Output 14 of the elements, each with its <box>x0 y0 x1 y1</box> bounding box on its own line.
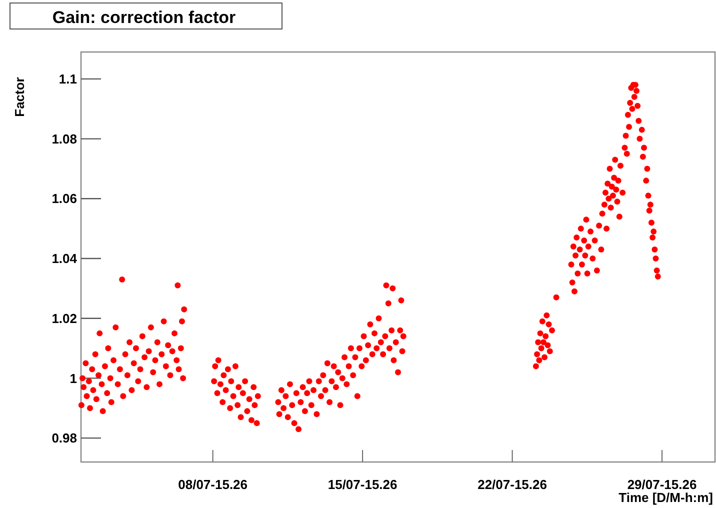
x-tick-label: 29/07-15.26 <box>627 477 697 492</box>
y-tick-label: 1.02 <box>52 310 77 326</box>
chart-title: Gain: correction factor <box>52 8 236 27</box>
x-tick-label: 08/07-15.26 <box>178 477 248 492</box>
y-axis-title: Factor <box>12 77 27 117</box>
y-tick-label: 1.1 <box>58 72 77 87</box>
y-tick-label: 1 <box>70 370 77 386</box>
x-tick-label: 22/07-15.26 <box>478 477 547 492</box>
y-tick-label: 0.98 <box>52 430 77 446</box>
x-tick-label: 15/07-15.26 <box>328 477 398 492</box>
y-tick-label: 1.08 <box>52 131 77 146</box>
x-axis-title: Time [D/M-h:m] <box>618 490 713 505</box>
y-tick-label: 1.06 <box>52 191 77 206</box>
y-tick-label: 1.04 <box>52 251 78 266</box>
